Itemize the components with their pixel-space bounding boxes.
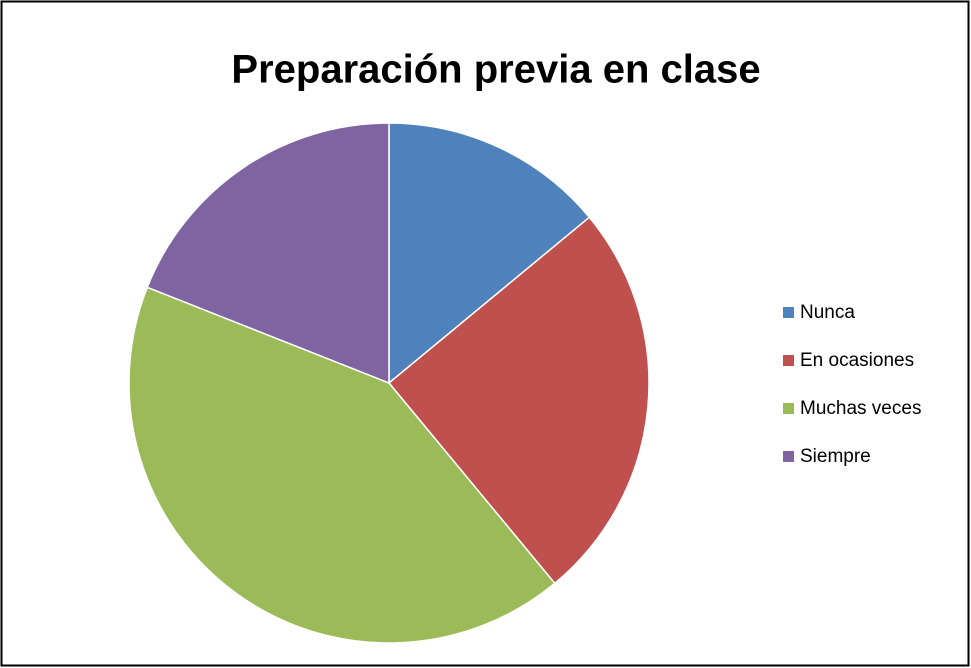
- legend-label: En ocasiones: [800, 350, 914, 371]
- legend-swatch: [783, 403, 794, 414]
- pie-slice: [387, 216, 650, 585]
- legend-label: Muchas veces: [800, 398, 921, 419]
- pie-slice: [128, 286, 556, 644]
- legend-label: Nunca: [800, 302, 855, 323]
- pie-slice: [388, 122, 591, 385]
- legend-label: Siempre: [800, 446, 871, 467]
- pie-slice: [146, 122, 390, 385]
- legend-swatch: [783, 451, 794, 462]
- chart-title: Preparación previa en clase: [231, 48, 760, 92]
- legend-swatch: [783, 307, 794, 318]
- legend-swatch: [783, 355, 794, 366]
